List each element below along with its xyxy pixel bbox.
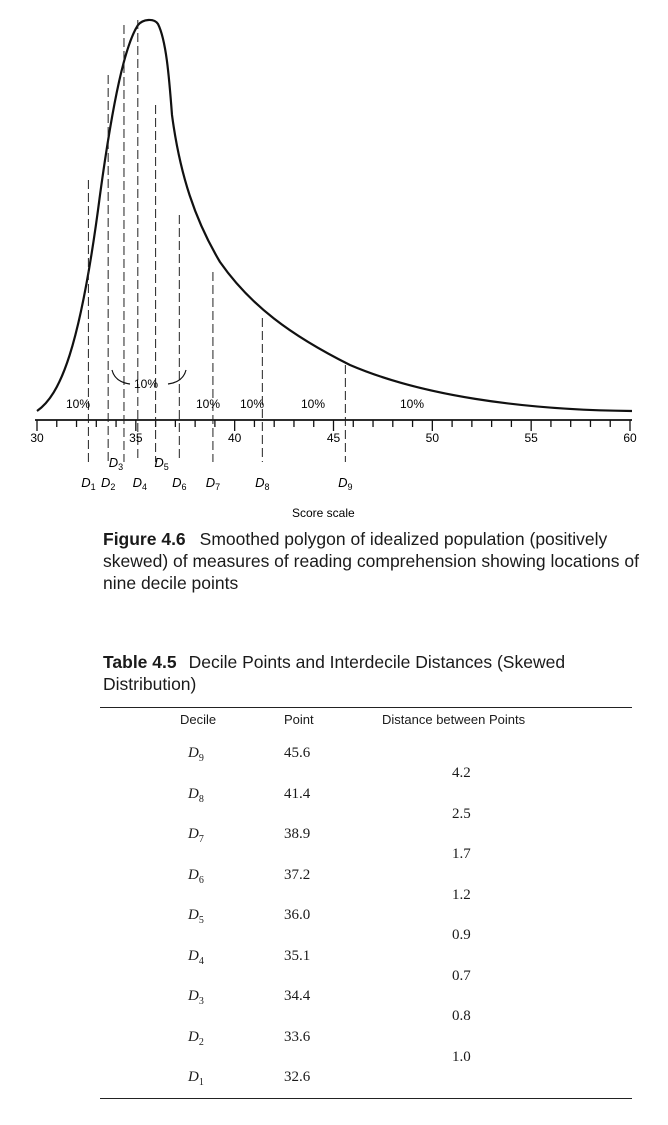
skewed-distribution-figure: 10% 10% 10% 10% 10% 10% 30 35 40 45 50 55 60 D… bbox=[30, 18, 637, 520]
percent-label: 10% bbox=[196, 397, 220, 411]
caption-number: Figure 4.6 bbox=[103, 529, 186, 549]
axis-tick-label: 55 bbox=[524, 431, 538, 445]
distance-cell: 0.9 bbox=[452, 927, 471, 943]
caption-text: Smoothed polygon of idealized population… bbox=[103, 529, 639, 593]
axis-label: Score scale bbox=[292, 506, 355, 520]
decile-label: D2 bbox=[101, 475, 115, 492]
decile-label: D3 bbox=[109, 455, 123, 472]
distribution-curve bbox=[36, 18, 633, 413]
central-bracket bbox=[167, 369, 187, 385]
axis-tick-labels: 30 35 40 45 50 55 60 bbox=[30, 431, 637, 445]
percent-label: 10% bbox=[400, 397, 424, 411]
decile-cell: D1 bbox=[188, 1069, 204, 1088]
distance-cell: 1.7 bbox=[452, 846, 471, 862]
axis-ticks bbox=[36, 420, 631, 431]
decile-lines bbox=[87, 20, 346, 462]
distance-cell: 0.8 bbox=[452, 1008, 471, 1024]
decile-cell: D5 bbox=[188, 907, 204, 926]
point-cell: 37.2 bbox=[284, 866, 311, 883]
point-cell: 33.6 bbox=[284, 1028, 311, 1045]
axis-tick-label: 50 bbox=[426, 431, 440, 445]
table-title: Table 4.5 Decile Points and Interdecile D… bbox=[103, 651, 643, 695]
decile-label: D9 bbox=[338, 475, 352, 492]
decile-cell: D7 bbox=[188, 826, 204, 845]
table-number: Table 4.5 bbox=[103, 652, 177, 672]
decile-cell: D8 bbox=[188, 785, 204, 805]
central-bracket bbox=[111, 369, 131, 385]
distance-cell: 4.2 bbox=[452, 765, 471, 781]
distance-cell: 0.7 bbox=[452, 967, 471, 984]
decile-label: D7 bbox=[206, 475, 220, 492]
decile-cell: D2 bbox=[188, 1028, 204, 1048]
distance-cell: 2.5 bbox=[452, 805, 471, 822]
table-title-text: Decile Points and Interdecile Distances … bbox=[103, 652, 566, 694]
axis-tick-label: 35 bbox=[129, 431, 143, 445]
header-distance: Distance between Points bbox=[382, 712, 526, 727]
percent-label: 10% bbox=[301, 397, 325, 411]
decile-cell: D3 bbox=[188, 988, 204, 1007]
point-cell: 41.4 bbox=[284, 785, 311, 802]
decile-label: D1 bbox=[81, 475, 95, 492]
distance-cell: 1.2 bbox=[452, 886, 471, 903]
decile-label: D6 bbox=[172, 475, 186, 492]
decile-cell: D9 bbox=[188, 745, 204, 764]
decile-label: D8 bbox=[255, 475, 269, 492]
axis-tick-label: 40 bbox=[228, 431, 242, 445]
decile-cell: D6 bbox=[188, 866, 204, 886]
header-point: Point bbox=[284, 712, 314, 727]
table-top-rule bbox=[100, 707, 632, 708]
point-cell: 35.1 bbox=[284, 947, 311, 964]
decile-label: D4 bbox=[133, 475, 147, 492]
distance-cell: 1.0 bbox=[452, 1048, 471, 1065]
figure-caption: Figure 4.6 Smoothed polygon of idealized … bbox=[103, 528, 643, 594]
point-cell: 38.9 bbox=[284, 826, 311, 842]
decile-cell: D4 bbox=[188, 947, 204, 967]
percent-label: 10% bbox=[66, 397, 90, 411]
decile-label: D5 bbox=[154, 455, 168, 472]
point-cell: 45.6 bbox=[284, 745, 311, 761]
percent-label: 10% bbox=[134, 377, 158, 391]
axis-tick-label: 45 bbox=[327, 431, 341, 445]
axis-tick-label: 30 bbox=[30, 431, 44, 445]
point-cell: 32.6 bbox=[284, 1069, 311, 1085]
point-cell: 34.4 bbox=[284, 988, 311, 1004]
percent-label: 10% bbox=[240, 397, 264, 411]
table-bottom-rule bbox=[100, 1098, 632, 1099]
header-decile: Decile bbox=[180, 712, 217, 727]
axis-tick-label: 60 bbox=[623, 431, 637, 445]
point-cell: 36.0 bbox=[284, 907, 311, 923]
